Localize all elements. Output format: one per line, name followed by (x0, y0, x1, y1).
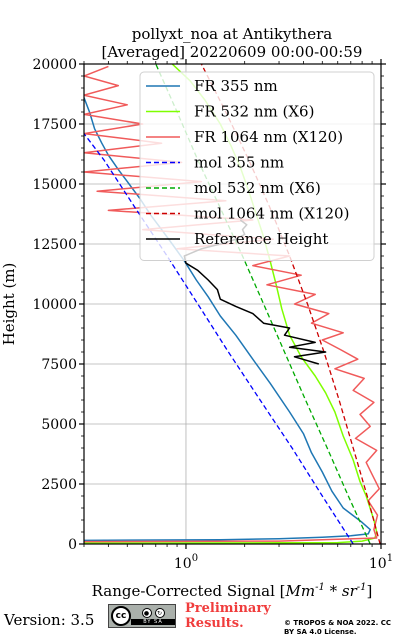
cc-strip-label: BY SA (131, 619, 175, 625)
preliminary-results-label: Preliminary Results. (185, 601, 271, 631)
y-tick-label: 17500 (32, 117, 77, 133)
series-line-3 (84, 133, 354, 544)
legend-box (139, 71, 375, 261)
legend-label-6: Reference Height (194, 230, 328, 248)
legend-label-1: FR 532 nm (X6) (194, 103, 314, 121)
version-label: Version: 3.5 (4, 611, 95, 629)
y-tick-label: 15000 (32, 177, 77, 193)
y-tick-label: 7500 (41, 357, 77, 373)
legend-label-5: mol 1064 nm (X120) (194, 205, 349, 223)
legend-label-0: FR 355 nm (194, 77, 278, 95)
legend-label-3: mol 355 nm (194, 154, 284, 172)
y-axis-label: Height (m) (0, 263, 18, 346)
y-tick-label: 12500 (32, 237, 77, 253)
legend-label-2: FR 1064 nm (X120) (194, 128, 343, 146)
y-tick-label: 20000 (32, 57, 77, 73)
chart-subtitle: [Averaged] 20220609 00:00-00:59 (102, 43, 363, 61)
y-tick-label: 5000 (41, 417, 77, 433)
legend: FR 355 nm FR 532 nm (X6) FR 1064 nm (X120)… (139, 71, 375, 261)
axes: 0 2500 5000 7500 10000 12500 15000 17500 20000 10… (32, 57, 393, 572)
x-tick-label: 100 (174, 553, 198, 572)
cc-logo-icon: cc (111, 606, 131, 626)
series-line-0 (84, 97, 371, 542)
copyright-label: © TROPOS & NOA 2022. CC BY SA 4.0 Licens… (284, 619, 391, 636)
chart-title: pollyxt_noa at Antikythera (132, 25, 332, 43)
share-alike-icon: ↻ (154, 608, 165, 618)
y-tick-label: 0 (68, 537, 77, 553)
by-person-icon: ● (141, 608, 152, 618)
x-axis-label: Range-Corrected Signal [Mm-1 * sr-1] (92, 582, 373, 600)
x-tick-label: 101 (369, 553, 393, 572)
cc-license-badge: cc ● ↻ BY SA (108, 604, 176, 628)
y-tick-label: 10000 (32, 297, 77, 313)
legend-label-4: mol 532 nm (X6) (194, 179, 321, 197)
y-tick-label: 2500 (41, 477, 77, 493)
